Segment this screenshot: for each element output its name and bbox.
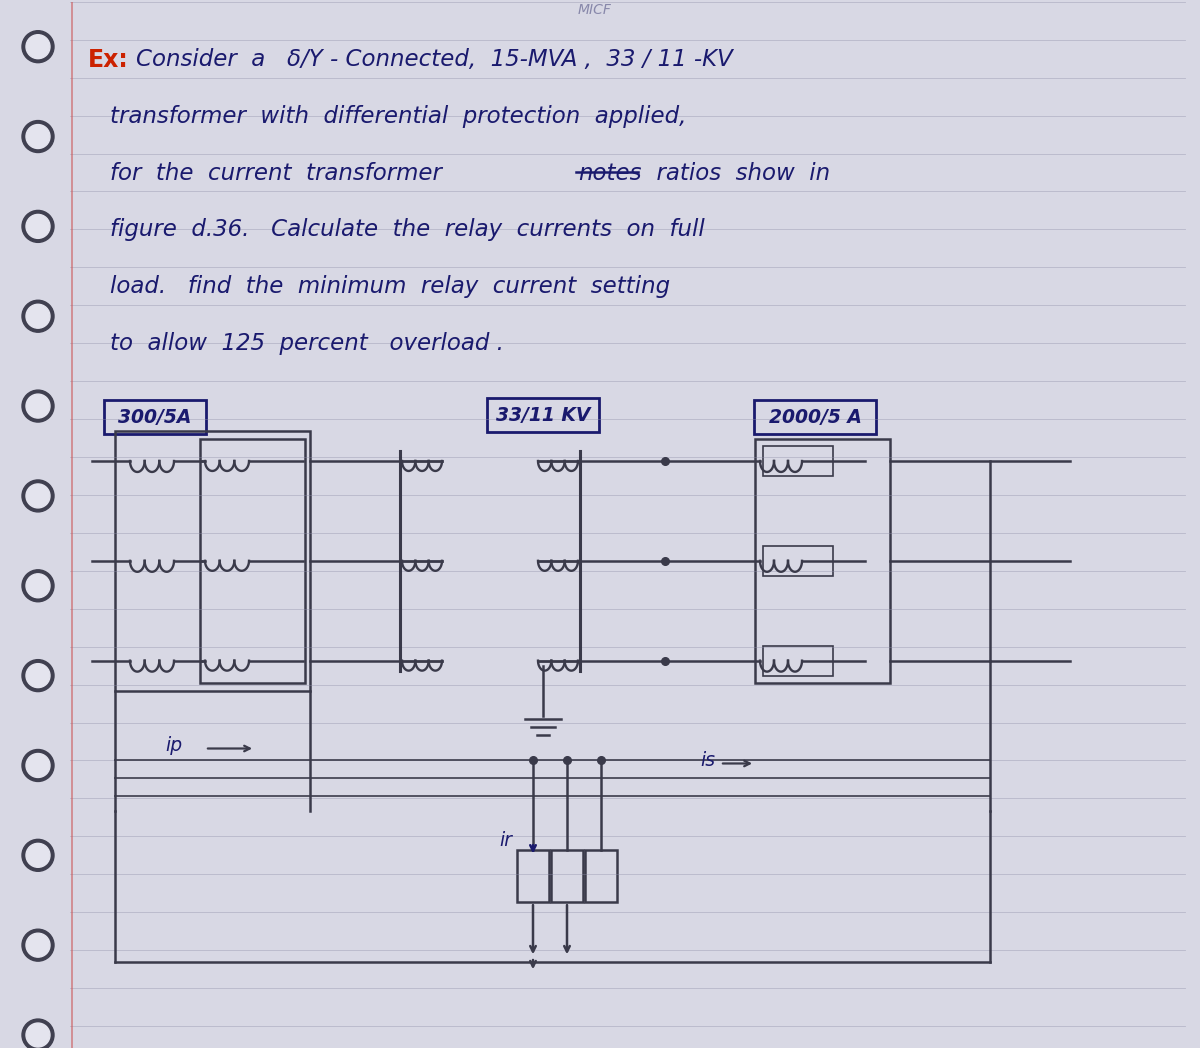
Text: is: is (700, 751, 715, 770)
Circle shape (22, 1019, 54, 1048)
Circle shape (22, 930, 54, 961)
Text: 33/11 KV: 33/11 KV (496, 406, 590, 424)
Bar (755, 439, 890, 682)
Text: ip: ip (166, 736, 182, 755)
Bar (200, 439, 305, 682)
Circle shape (26, 484, 50, 508)
Text: figure  d.36.   Calculate  the  relay  currents  on  full: figure d.36. Calculate the relay current… (110, 218, 704, 241)
Text: load.   find  the  minimum  relay  current  setting: load. find the minimum relay current set… (110, 275, 670, 298)
Circle shape (22, 30, 54, 63)
Bar (115, 431, 310, 691)
Circle shape (22, 390, 54, 422)
Circle shape (26, 663, 50, 687)
Text: notes: notes (578, 162, 642, 184)
Text: 300/5A: 300/5A (119, 408, 192, 427)
Circle shape (22, 121, 54, 153)
Circle shape (26, 215, 50, 238)
Text: transformer  with  differential  protection  applied,: transformer with differential protection… (110, 105, 686, 128)
Circle shape (26, 933, 50, 957)
Circle shape (22, 749, 54, 782)
Circle shape (26, 125, 50, 149)
Bar (763, 546, 833, 575)
Text: MICF: MICF (578, 3, 612, 17)
Bar (551, 850, 583, 902)
Circle shape (26, 304, 50, 328)
Circle shape (26, 394, 50, 418)
Circle shape (22, 659, 54, 692)
Bar (763, 646, 833, 676)
Circle shape (26, 1023, 50, 1047)
Text: Ex:: Ex: (88, 47, 128, 71)
Circle shape (22, 839, 54, 871)
Text: for  the  current  transformer: for the current transformer (110, 162, 456, 184)
Text: ir: ir (499, 831, 512, 850)
Bar (517, 850, 550, 902)
Text: ratios  show  in: ratios show in (642, 162, 830, 184)
Circle shape (22, 480, 54, 511)
Text: Consider  a   δ/Y - Connected,  15-MVA ,  33 / 11 -KV: Consider a δ/Y - Connected, 15-MVA , 33 … (136, 48, 733, 71)
Circle shape (22, 301, 54, 332)
Circle shape (26, 754, 50, 778)
Bar (586, 850, 617, 902)
Bar (763, 446, 833, 476)
Circle shape (22, 570, 54, 602)
Circle shape (22, 211, 54, 242)
Text: 2000/5 A: 2000/5 A (768, 408, 862, 427)
Text: to  allow  125  percent   overload .: to allow 125 percent overload . (110, 331, 504, 354)
Circle shape (26, 574, 50, 597)
Circle shape (26, 35, 50, 59)
Circle shape (26, 844, 50, 868)
